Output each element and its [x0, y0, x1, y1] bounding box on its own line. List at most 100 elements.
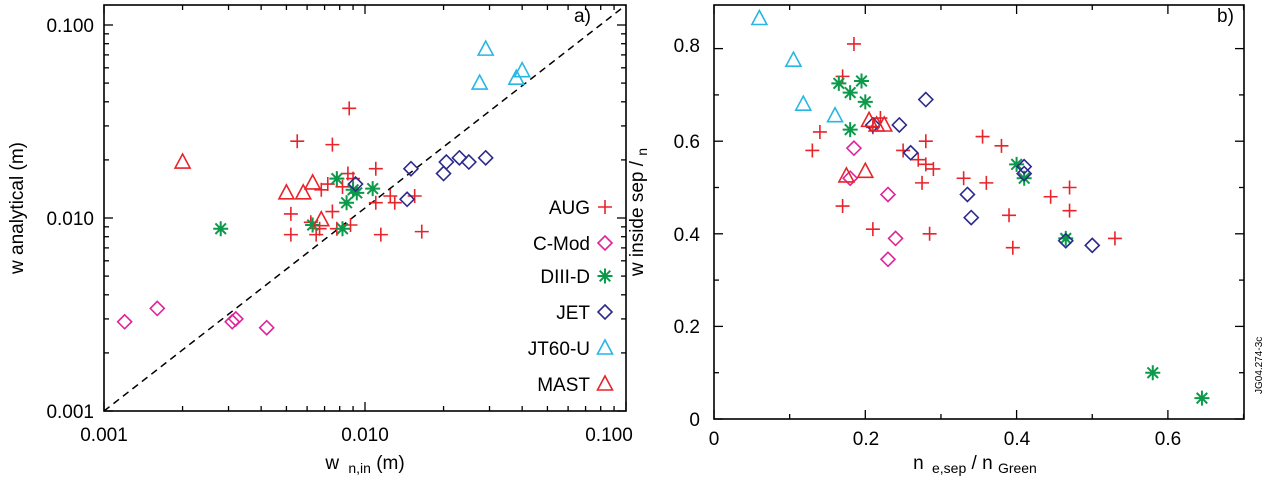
panel-b-point-aug [805, 143, 820, 158]
panel-a-y-axis-title: w analytical (m) [7, 142, 28, 275]
panel-a-point-aug [335, 179, 350, 194]
legend-marker-jet [596, 303, 614, 321]
panel-a-x-tick-label: 0.001 [80, 425, 128, 446]
panel-a-ticks [103, 5, 627, 412]
panel-b-point-diiid [854, 73, 870, 89]
panel-a-point-jet [347, 175, 364, 193]
panel-b-x-axis-title: n e,sep / n Green [913, 453, 1037, 478]
panel-b-x-axis-title-n: n [913, 453, 924, 474]
panel-b-ticks [713, 5, 1245, 420]
panel-a: 0.001 0.010 0.100 0.001 0.010 0.100 w n,… [7, 4, 633, 476]
legend: AUG C-Mod DIII-D JET JT60-U MAST [528, 198, 614, 396]
panel-b-x-tick-label: 0 [709, 429, 720, 450]
panel-b-point-diiid [1058, 230, 1074, 246]
panel-b-point-mast [856, 161, 875, 179]
panel-b-point-diiid [1016, 170, 1032, 186]
panel-b-y-axis-title-main: w inside sep / [627, 156, 648, 277]
legend-label-jet: JET [556, 303, 590, 324]
panel-a-x-axis-title-main: w [324, 453, 339, 474]
panel-b-point-aug [911, 152, 926, 167]
panel-a-point-mast [312, 209, 331, 227]
panel-a-point-aug [314, 182, 329, 197]
panel-b-point-aug [979, 175, 994, 190]
legend-label-cmod: C-Mod [533, 234, 590, 255]
panel-b-point-cmod [842, 170, 859, 187]
panel-a-point-cmod [227, 310, 244, 328]
panel-b-point-aug [1107, 231, 1122, 246]
panel-b-point-aug [922, 226, 937, 241]
legend-marker-jt60u [596, 338, 614, 355]
panel-a-x-axis-title-subscript: n,in [348, 460, 371, 476]
panel-b-x-axis-title-subscript: e,sep [932, 460, 966, 476]
legend-marker-mast [596, 374, 614, 391]
panel-b-y-tick-label: 0 [689, 410, 700, 431]
panel-b-point-jet [1084, 237, 1101, 254]
panel-b-marks [750, 8, 1210, 406]
panel-a-point-aug [283, 206, 298, 221]
panel-a-x-axis-title-unit: (m) [376, 453, 404, 474]
panel-b-point-jt60u [750, 8, 769, 26]
panel-b-point-diiid [1145, 365, 1161, 381]
panel-b-point-aug [846, 36, 861, 51]
panel-b-point-cmod [879, 186, 897, 203]
panel-b-point-jt60u [784, 50, 803, 67]
panel-a-point-aug [342, 101, 357, 116]
panel-b-point-aug [994, 138, 1009, 153]
panel-a-point-cmod [116, 313, 133, 330]
panel-b-x-tick-label: 0.4 [1004, 429, 1031, 450]
legend-label-jt60u: JT60-U [528, 339, 590, 360]
panel-a-point-jet [435, 165, 452, 182]
panel-b-point-aug [1062, 180, 1077, 195]
legend-label-diiid: DIII-D [540, 267, 590, 288]
panel-a-y-tick-label: 0.001 [46, 402, 94, 423]
panel-a-point-jet [477, 149, 494, 166]
panel-b-point-jet [891, 116, 908, 134]
panel-a-x-tick-label: 0.100 [585, 425, 633, 446]
panel-b-point-diiid [842, 85, 858, 101]
legend-marker-aug [598, 200, 612, 214]
panel-b: 0 0.2 0.4 0.6 0 0.2 0.4 0.6 0.8 n e,sep … [627, 4, 1245, 478]
panel-b-point-aug [835, 199, 850, 214]
panel-a-marks [116, 39, 531, 336]
panel-a-point-aug [325, 204, 340, 219]
panel-b-point-aug [865, 222, 880, 237]
panel-b-point-jet [959, 186, 976, 203]
panel-b-point-aug [1062, 203, 1077, 218]
panel-a-point-diiid [305, 217, 321, 233]
legend-markers [596, 200, 614, 391]
panel-a-point-aug [325, 137, 340, 152]
panel-b-point-jet [1016, 158, 1033, 175]
panel-b-y-tick-label: 0.2 [674, 317, 700, 338]
panel-a-point-aug [283, 227, 298, 242]
panel-a-point-cmod [224, 313, 241, 330]
panel-a-point-jet [398, 191, 416, 208]
panel-b-x-axis-title-divider: / n [972, 453, 993, 474]
panel-b-point-jet [917, 91, 934, 108]
panel-b-point-jet [1057, 232, 1074, 249]
panel-b-point-jt60u [826, 106, 844, 123]
panel-b-y-tick-label: 0.6 [674, 132, 700, 153]
panel-a-point-mast [294, 183, 313, 200]
panel-b-point-mast [837, 166, 856, 183]
panel-b-y-tick-label: 0.8 [674, 36, 700, 57]
panel-a-point-diiid [339, 195, 355, 211]
panel-b-point-cmod [845, 140, 863, 157]
panel-a-point-jet [460, 153, 477, 171]
panel-a-point-jt60u [513, 60, 531, 78]
panel-b-point-jet [963, 209, 980, 226]
panel-b-point-jet [864, 116, 881, 134]
panel-b-point-jet [902, 144, 919, 161]
panel-b-point-aug [1043, 189, 1058, 204]
panel-a-point-cmod [258, 319, 275, 336]
panel-a-point-mast [277, 183, 296, 200]
legend-marker-cmod [596, 234, 614, 252]
panel-a-point-aug [414, 224, 429, 239]
panel-b-point-diiid [857, 94, 873, 110]
panel-b-plot-frame [713, 4, 1245, 420]
panel-a-point-cmod [149, 300, 166, 317]
panel-a-point-aug [373, 227, 388, 242]
panel-b-point-aug [926, 161, 941, 176]
panel-a-y-tick-label: 0.010 [46, 209, 94, 230]
panel-b-point-aug [918, 134, 933, 149]
